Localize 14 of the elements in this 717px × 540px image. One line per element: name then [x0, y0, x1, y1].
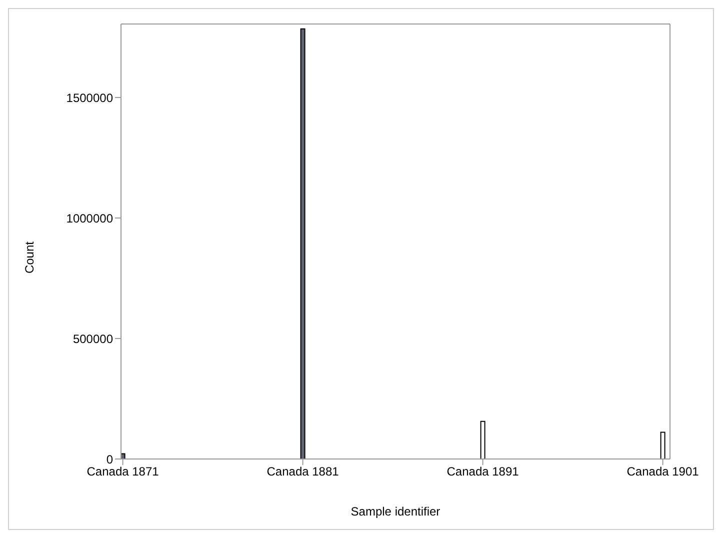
- bar: [121, 453, 126, 459]
- bar: [660, 432, 666, 459]
- y-axis-title: Count: [22, 240, 36, 274]
- x-tick-label: Canada 1871: [86, 464, 160, 479]
- y-tick-label: 500000: [72, 332, 114, 346]
- y-tick-label: 0: [106, 452, 114, 466]
- x-tick-label: Canada 1901: [626, 464, 700, 479]
- x-tick-label: Canada 1891: [446, 464, 520, 479]
- bar: [480, 420, 486, 459]
- bar: [300, 28, 306, 459]
- y-tick-label: 1000000: [66, 211, 114, 226]
- x-tick-label: Canada 1881: [266, 464, 340, 479]
- x-axis-title: Sample identifier: [350, 504, 440, 519]
- y-tick-label: 1500000: [66, 90, 114, 105]
